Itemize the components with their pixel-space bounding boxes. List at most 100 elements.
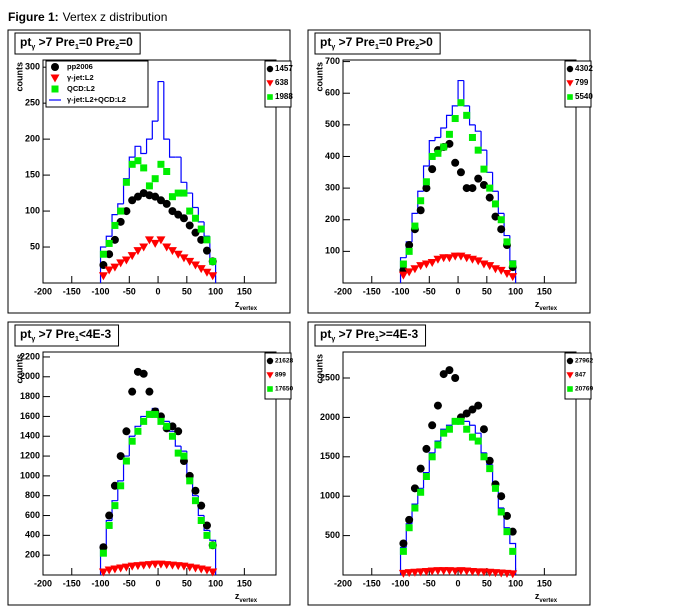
x-tick-label: 100: [508, 286, 523, 296]
histogram-step: [451, 105, 459, 116]
y-tick-label: 2000: [320, 412, 340, 422]
legend-label: QCD:L2: [67, 84, 95, 93]
point: [399, 539, 408, 548]
x-axis-label-main: z: [535, 591, 540, 601]
histogram-step: [497, 484, 505, 509]
point: [468, 433, 476, 441]
chart-title-part: pt: [320, 35, 331, 49]
panel-frame: [307, 321, 591, 606]
point: [208, 272, 218, 281]
legend-box: [45, 60, 149, 108]
point: [139, 561, 149, 570]
chart-title: ptγ >7 Pre1=0 Pre2>0: [320, 35, 433, 51]
chart-panel: 500 1000 1500 2000 2500 -200 -150 -100 -50 0 50 100…: [307, 321, 593, 606]
point: [140, 164, 148, 172]
point: [421, 260, 431, 269]
histogram-step: [457, 79, 464, 106]
y-tick-label: 400: [25, 530, 40, 540]
point: [202, 268, 212, 277]
histogram-step: [434, 440, 441, 453]
point: [116, 217, 125, 226]
histogram-step: [422, 471, 430, 489]
chart-title-part: >7 Pre: [335, 35, 375, 49]
histogram-step: [105, 519, 113, 546]
x-tick-label: 50: [182, 286, 192, 296]
x-axis-label: zvertex: [235, 299, 258, 311]
y-tick-label: 200: [25, 550, 40, 560]
chart-title-sub: γ: [31, 44, 35, 51]
point: [410, 484, 419, 493]
x-axis-label-main: z: [235, 299, 240, 309]
point: [168, 193, 176, 201]
chart-panel: 100 200 300 400 500 600 700 -200 -150 -100 -50 0 50 1…: [307, 29, 593, 314]
x-tick-label: 150: [537, 286, 552, 296]
point: [162, 199, 171, 208]
histogram-step: [168, 139, 176, 158]
point: [450, 567, 460, 576]
histogram-step: [440, 428, 447, 442]
point: [174, 427, 183, 436]
histogram-step: [151, 120, 159, 140]
stats-entries: 899: [275, 372, 286, 379]
stats-entries: 17650: [275, 386, 293, 393]
point: [157, 417, 165, 425]
plot-frame: [42, 351, 277, 576]
point: [191, 228, 200, 237]
point: [139, 369, 148, 378]
chart-panel: 50 100 150 200 250 300 -200 -150 -100 -50 0 50 100 15…: [7, 29, 293, 314]
x-tick-label: -50: [123, 286, 136, 296]
point: [208, 568, 218, 577]
histogram-step: [145, 138, 153, 154]
point: [133, 562, 143, 571]
point: [439, 567, 449, 576]
point: [121, 256, 131, 265]
point: [110, 481, 119, 490]
figure-caption: Vertex z distribution: [63, 10, 168, 24]
stats-entries: 847: [575, 372, 586, 379]
point: [440, 143, 448, 151]
point: [203, 531, 211, 539]
legend-marker: [50, 74, 60, 83]
y-tick-label: 600: [25, 510, 40, 520]
stats-marker: [267, 386, 273, 392]
point: [209, 541, 217, 549]
point: [398, 569, 408, 578]
point: [463, 425, 471, 433]
x-tick-label: 0: [456, 286, 461, 296]
point: [134, 427, 142, 435]
point: [151, 410, 159, 418]
x-axis-label: zvertex: [235, 591, 258, 603]
x-tick-label: 0: [456, 578, 461, 588]
point: [110, 263, 120, 272]
x-tick-label: -100: [392, 286, 410, 296]
point: [185, 221, 194, 230]
y-axis-label: counts: [14, 62, 24, 92]
x-tick-label: -100: [92, 578, 110, 588]
histogram-step: [99, 246, 107, 283]
point: [197, 235, 206, 244]
x-tick-label: -150: [363, 578, 381, 588]
point: [405, 524, 413, 532]
point: [134, 157, 142, 165]
point: [399, 260, 407, 268]
point: [185, 257, 195, 266]
point: [180, 189, 188, 197]
point: [99, 543, 108, 552]
stats-entries: 27962: [575, 358, 593, 365]
point: [428, 152, 436, 160]
point: [508, 527, 517, 536]
point: [491, 212, 500, 221]
point: [168, 207, 177, 216]
point: [133, 247, 143, 256]
point: [405, 241, 414, 250]
x-tick-label: 100: [208, 286, 223, 296]
point: [439, 370, 448, 379]
chart-title: ptγ >7 Pre1=0 Pre2=0: [20, 35, 133, 51]
point: [503, 238, 511, 246]
histogram-step: [140, 146, 147, 155]
stats-entries: 799: [575, 78, 589, 87]
point: [150, 239, 160, 248]
x-tick-label: -100: [92, 286, 110, 296]
histogram-step: [509, 527, 517, 575]
point: [462, 184, 471, 193]
